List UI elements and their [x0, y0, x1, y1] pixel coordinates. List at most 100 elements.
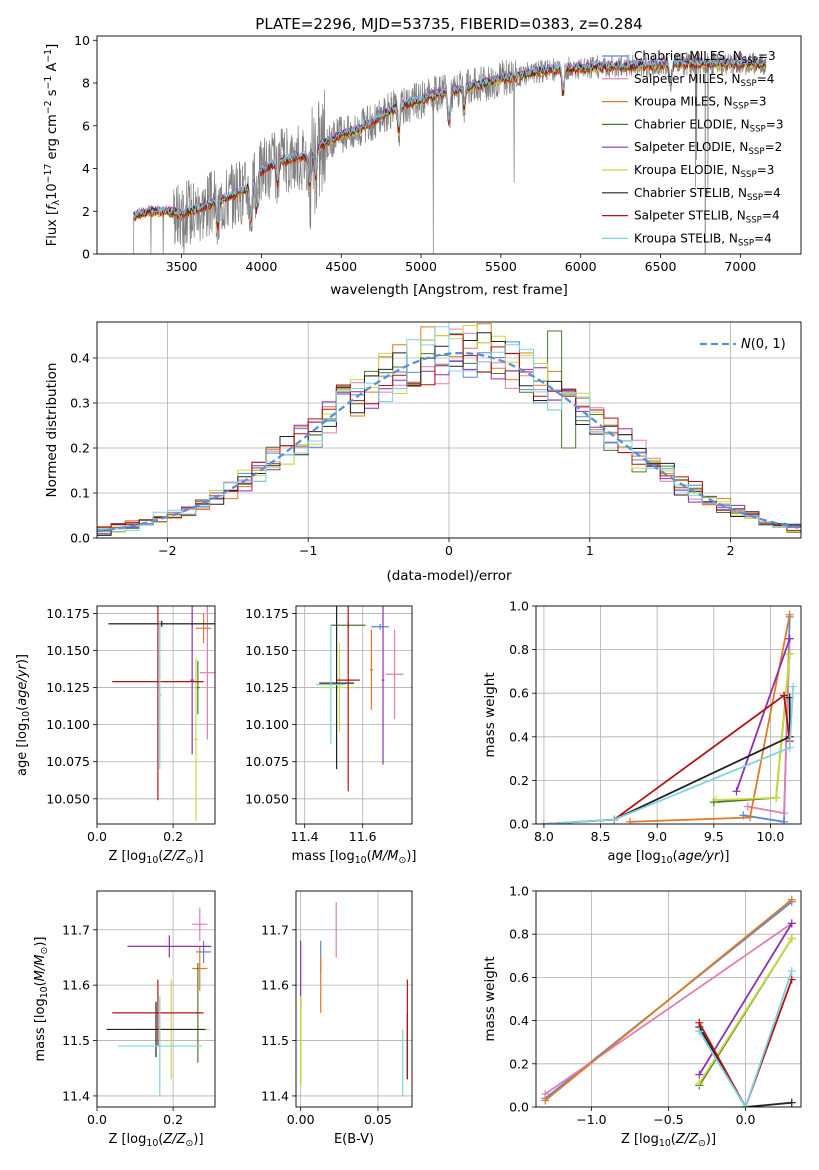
legend-label: Kroupa MILES, NSSP=3: [634, 95, 767, 112]
weight-line: [698, 979, 793, 1107]
grid-lines: [96, 606, 215, 824]
data-point: [106, 1001, 206, 1058]
data-point: [381, 606, 385, 765]
x-axis-label: age [log10(age/yr)]: [607, 849, 729, 866]
data-point: [369, 629, 373, 710]
data-point: [199, 606, 215, 740]
plot-area: [108, 606, 215, 822]
weight-series: [541, 895, 796, 1105]
figure-title: PLATE=2296, MJD=53735, FIBERID=0383, z=0…: [255, 15, 642, 33]
y-tick-label: 0.8: [509, 927, 529, 942]
weight-line: [716, 653, 791, 801]
x-tick-label: 0.00: [287, 1112, 315, 1127]
x-axis-label: mass [log10(M/M⊙)]: [292, 849, 417, 866]
y-tick-label: 11.6: [62, 978, 90, 993]
x-tick-label: −2: [158, 543, 176, 558]
axes-frame-rect: [535, 605, 802, 825]
data-point: [316, 625, 346, 744]
x-axis-label: Z [log10(Z/Z⊙)]: [108, 849, 203, 866]
x-tick-label: −0.5: [653, 1112, 683, 1127]
weight-series: [625, 610, 794, 824]
x-tick-label: 6500: [645, 259, 677, 274]
x-axis-label: (data-model)/error: [386, 568, 512, 584]
y-tick-label: 10.125: [245, 680, 289, 695]
axes-frame-rect: [96, 35, 802, 255]
y-axis-label: Flux [fλ10−17 erg cm−2 s−1 A−1]: [43, 44, 62, 246]
data-point: [108, 620, 215, 627]
legend-label: Chabrier STELIB, NSSP=4: [634, 186, 781, 203]
axes: [296, 606, 412, 824]
x-tick-label: 7000: [724, 259, 756, 274]
axes-frame-rect: [96, 605, 216, 825]
x-tick-label: 0.0: [87, 1112, 107, 1127]
y-tick-label: 6: [82, 118, 90, 133]
data-point: [195, 660, 200, 715]
x-tick-label: 0.0: [736, 1112, 756, 1127]
mass-weight-vs-metallicity-panel: −1.0 −0.5 0.0 0.0 0.2 0.4 0.6 0.8 1.0 Z [log10(Z/…: [482, 884, 802, 1149]
x-tick-label: 9.0: [647, 829, 667, 844]
x-tick-label: 0.2: [163, 829, 183, 844]
axes-frame: 8.0 8.5 9.0 9.5 10.0 0.0 0.2 0.4 0.6 0.8 1.0: [509, 599, 802, 844]
legend-label: Chabrier ELODIE, NSSP=3: [634, 117, 783, 134]
y-tick-label: 10.150: [46, 643, 90, 658]
legend-label: N(0, 1): [741, 337, 786, 352]
y-tick-label: 0.2: [70, 441, 90, 456]
weight-line: [543, 686, 794, 824]
axes-frame: 0.0 0.2 10.050 10.075 10.100 10.125 10.150 10.1…: [46, 605, 216, 844]
plot-area: [539, 610, 798, 824]
x-tick-label: 3500: [166, 259, 198, 274]
data-point: [195, 613, 212, 644]
x-axis-label: wavelength [Angstrom, rest frame]: [330, 282, 568, 298]
y-tick-label: 11.5: [62, 1033, 90, 1048]
axes-frame: 0.0 0.2 11.4 11.5 11.6 11.7: [62, 890, 216, 1127]
y-tick-label: 0.6: [509, 970, 529, 985]
y-tick-label: 0.3: [70, 396, 90, 411]
data-point: [117, 996, 202, 1096]
y-tick-label: 1.0: [509, 599, 529, 614]
x-tick-label: 11.4: [291, 829, 319, 844]
legend-label: Salpeter ELODIE, NSSP=2: [634, 140, 782, 157]
model-spectrum: [133, 57, 767, 224]
y-tick-label: 0.4: [509, 729, 529, 744]
axes-frame-rect: [295, 605, 413, 825]
y-tick-label: 10.175: [46, 606, 90, 621]
mass-weight-vs-age-panel: 8.0 8.5 9.0 9.5 10.0 0.0 0.2 0.4 0.6 0.8 1.0 age [l…: [482, 599, 802, 866]
x-tick-label: 8.5: [591, 829, 611, 844]
x-tick-label: 0: [445, 543, 453, 558]
weight-series: [695, 966, 796, 1107]
x-tick-label: 0.2: [163, 1112, 183, 1127]
y-axis-label: mass [log10(M/M⊙)]: [33, 937, 50, 1062]
y-tick-label: 0.8: [509, 642, 529, 657]
y-tick-label: 1.0: [509, 884, 529, 899]
legend-label: Kroupa ELODIE, NSSP=3: [634, 163, 774, 180]
x-tick-label: 5000: [405, 259, 437, 274]
y-tick-label: 10.075: [245, 754, 289, 769]
y-tick-label: 4: [82, 161, 90, 176]
y-tick-label: 10.050: [245, 791, 289, 806]
data-point: [112, 606, 204, 801]
data-point: [336, 606, 360, 792]
grid-lines: [296, 891, 412, 1107]
legend-label: Salpeter STELIB, NSSP=4: [634, 209, 780, 226]
axes-frame-rect: [295, 890, 413, 1108]
legend: Chabrier MILES, NSSP=3 Salpeter MILES, NS…: [602, 49, 783, 248]
data-point: [385, 629, 404, 719]
residual-histogram: [97, 326, 801, 534]
plot-area: [97, 323, 801, 536]
x-tick-label: 0.05: [364, 1112, 392, 1127]
plot-area: [133, 52, 767, 254]
x-tick-label: −1: [299, 543, 317, 558]
axes: [296, 891, 412, 1107]
mass-vs-extinction-panel: 0.00 0.05 11.4 11.5 11.6 11.7 E(B-V): [261, 890, 413, 1147]
data-point: [322, 643, 357, 733]
y-tick-label: 11.4: [261, 1088, 289, 1103]
y-tick-label: 10.075: [46, 754, 90, 769]
axes-frame: 0.00 0.05 11.4 11.5 11.6 11.7: [261, 890, 413, 1127]
axes-frame-rect: [96, 890, 216, 1108]
data-point: [194, 657, 198, 822]
weight-series: [695, 934, 796, 1088]
y-tick-label: 11.4: [62, 1088, 90, 1103]
y-tick-label: 11.7: [261, 922, 289, 937]
y-tick-label: 10.100: [46, 717, 90, 732]
weight-series: [709, 649, 794, 807]
